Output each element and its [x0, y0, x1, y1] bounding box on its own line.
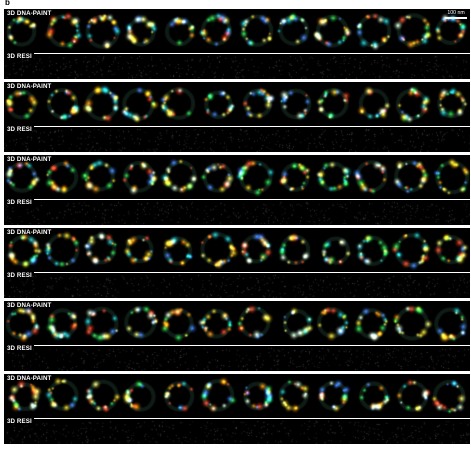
row-divider: [34, 418, 470, 419]
dna-paint-label: 3D DNA-PAINT: [7, 229, 52, 236]
dna-paint-label: 3D DNA-PAINT: [7, 375, 52, 382]
resi-label: 3D RESI: [7, 126, 32, 133]
image-row-6: 3D DNA-PAINT 3D RESI: [4, 374, 470, 444]
row-divider: [34, 272, 470, 273]
resi-label: 3D RESI: [7, 53, 32, 60]
image-rows: 3D DNA-PAINT 3D RESI 100 nm 3D DNA-PAINT…: [4, 9, 470, 447]
image-row-3: 3D DNA-PAINT 3D RESI: [4, 155, 470, 225]
dna-paint-label: 3D DNA-PAINT: [7, 83, 52, 90]
scale-bar: 100 nm: [445, 10, 467, 19]
microscopy-canvas: [4, 374, 470, 444]
row-divider: [34, 126, 470, 127]
row-divider: [34, 53, 470, 54]
panel-letter: b: [5, 0, 10, 7]
microscopy-canvas: [4, 9, 470, 79]
image-row-5: 3D DNA-PAINT 3D RESI: [4, 301, 470, 371]
microscopy-canvas: [4, 82, 470, 152]
dna-paint-label: 3D DNA-PAINT: [7, 10, 52, 17]
image-row-2: 3D DNA-PAINT 3D RESI: [4, 82, 470, 152]
resi-label: 3D RESI: [7, 418, 32, 425]
microscopy-canvas: [4, 155, 470, 225]
resi-label: 3D RESI: [7, 345, 32, 352]
row-divider: [34, 345, 470, 346]
resi-label: 3D RESI: [7, 199, 32, 206]
microscopy-canvas: [4, 228, 470, 298]
image-row-1: 3D DNA-PAINT 3D RESI 100 nm: [4, 9, 470, 79]
resi-label: 3D RESI: [7, 272, 32, 279]
dna-paint-label: 3D DNA-PAINT: [7, 302, 52, 309]
dna-paint-label: 3D DNA-PAINT: [7, 156, 52, 163]
scale-bar-label: 100 nm: [447, 10, 465, 16]
microscopy-canvas: [4, 301, 470, 371]
image-row-4: 3D DNA-PAINT 3D RESI: [4, 228, 470, 298]
scale-bar-line: [445, 17, 467, 19]
row-divider: [34, 199, 470, 200]
